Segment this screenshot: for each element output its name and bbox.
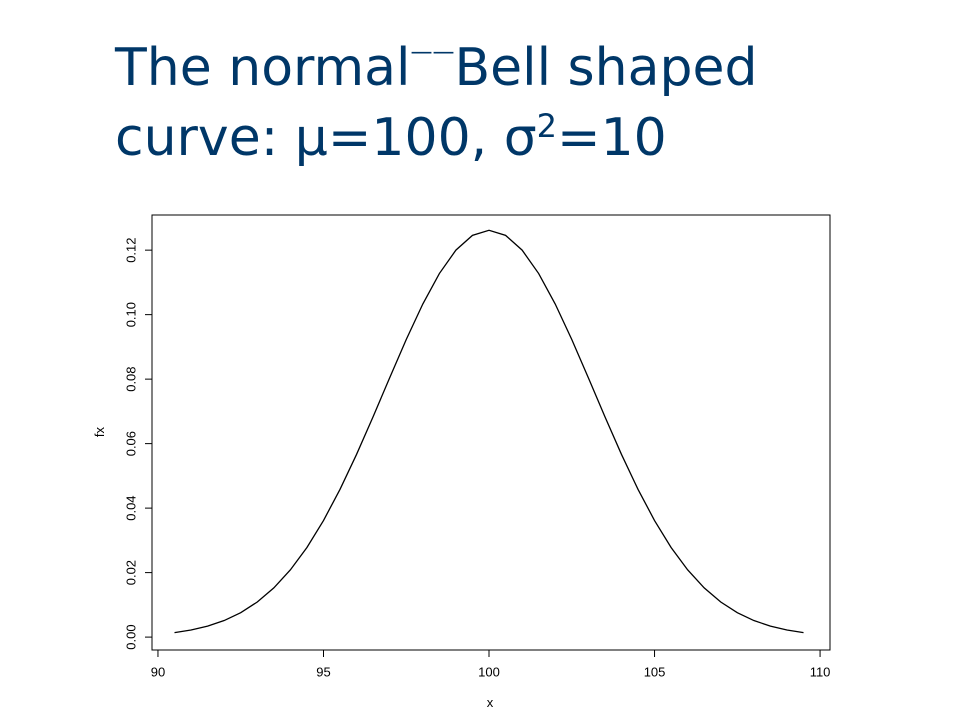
y-tick-label: 0.12 (123, 237, 138, 262)
title-line-1: The normal——Bell shaped (114, 38, 757, 98)
y-tick-label: 0.00 (123, 624, 138, 649)
title-part: Bell shaped (454, 38, 757, 98)
title-part: =10 (557, 108, 667, 168)
y-tick-label: 0.10 (123, 302, 138, 327)
x-tick-label: 110 (810, 664, 831, 679)
y-axis-label: fx (92, 426, 107, 437)
x-tick-label: 95 (316, 664, 330, 679)
x-tick-label: 90 (151, 664, 165, 679)
x-tick-label: 100 (478, 664, 500, 679)
title-part: The normal (114, 38, 410, 98)
y-tick-label: 0.08 (123, 366, 138, 391)
title-line-2: curve: μ=100, σ2=10 (115, 107, 667, 168)
x-axis-label: x (487, 695, 494, 710)
plot-frame (151, 214, 831, 651)
title-part: curve: μ=100, σ (115, 108, 537, 168)
line (174, 229, 804, 634)
x-tick-label: 105 (644, 664, 666, 679)
y-tick-label: 0.04 (123, 495, 138, 520)
y-tick-label: 0.06 (123, 431, 138, 456)
title-dash: —— (410, 40, 454, 65)
title-sup: 2 (537, 107, 557, 145)
y-tick-label: 0.02 (123, 560, 138, 585)
